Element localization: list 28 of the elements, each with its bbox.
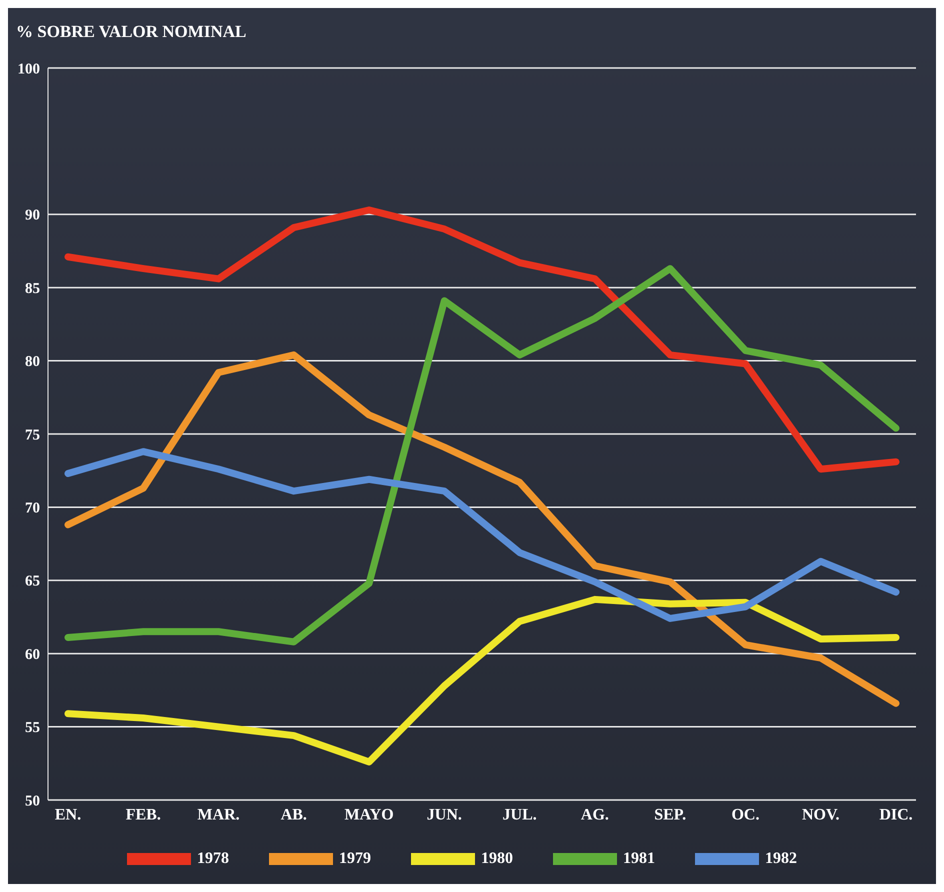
x-tick-label: EN.	[54, 806, 82, 824]
x-tick-label: MAR.	[197, 806, 240, 824]
y-tick-label: 55	[25, 720, 40, 736]
x-tick-label: JUN.	[426, 806, 462, 824]
y-tick-label: 90	[25, 208, 40, 224]
legend-label: 1982	[765, 850, 797, 868]
y-tick-label: 65	[25, 574, 40, 590]
legend-label: 1981	[623, 850, 655, 868]
x-tick-label: JUL.	[502, 806, 537, 824]
x-tick-label: SEP.	[654, 806, 686, 824]
y-tick-label: 80	[25, 354, 40, 370]
x-tick-label: MAYO	[344, 806, 394, 824]
y-tick-label: 100	[18, 61, 40, 78]
x-tick-label: AB.	[280, 806, 307, 824]
x-tick-label: OC.	[731, 806, 760, 824]
y-tick-label: 75	[25, 427, 40, 444]
y-tick-label: 50	[25, 793, 40, 810]
y-tick-label: 60	[25, 646, 40, 663]
legend-label: 1980	[481, 850, 513, 868]
y-tick-label: 70	[25, 500, 40, 517]
legend-label: 1979	[339, 850, 371, 868]
x-tick-label: NOV.	[802, 806, 840, 824]
y-tick-label: 85	[25, 280, 40, 297]
chart-title: % SOBRE VALOR NOMINAL	[16, 22, 246, 42]
x-tick-label: FEB.	[126, 806, 161, 824]
x-tick-label: DIC.	[879, 806, 913, 824]
x-tick-label: AG.	[580, 806, 609, 824]
legend-label: 1978	[197, 850, 229, 868]
